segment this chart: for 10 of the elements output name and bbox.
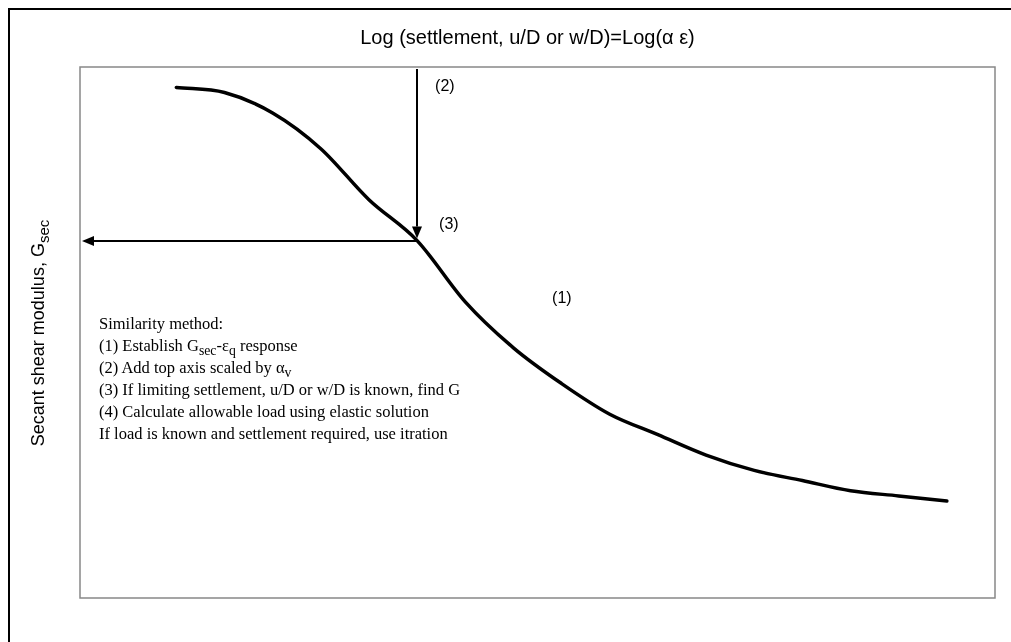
annotation: (3) [439,214,459,233]
annotation: (1) [552,288,572,307]
annotation: Similarity method: [99,313,224,335]
annotation: (4) Calculate allowable load using elastic solution [99,401,429,423]
annotation: (1) Establish G$_{sec}$-ε$_{q}$ response [99,336,298,359]
x2-axis-title: Log (settlement, u/D or w/D)=Log(α ε) [360,26,695,49]
annotation: (2) Add top axis scaled by α$_{v}$ [99,358,292,381]
annotation: If load is known and settlement required, use itration [99,423,448,445]
annotation: (2) [435,77,455,95]
annotation: (3) If limiting settlement, u/D or w/D is known, find G [99,379,461,401]
